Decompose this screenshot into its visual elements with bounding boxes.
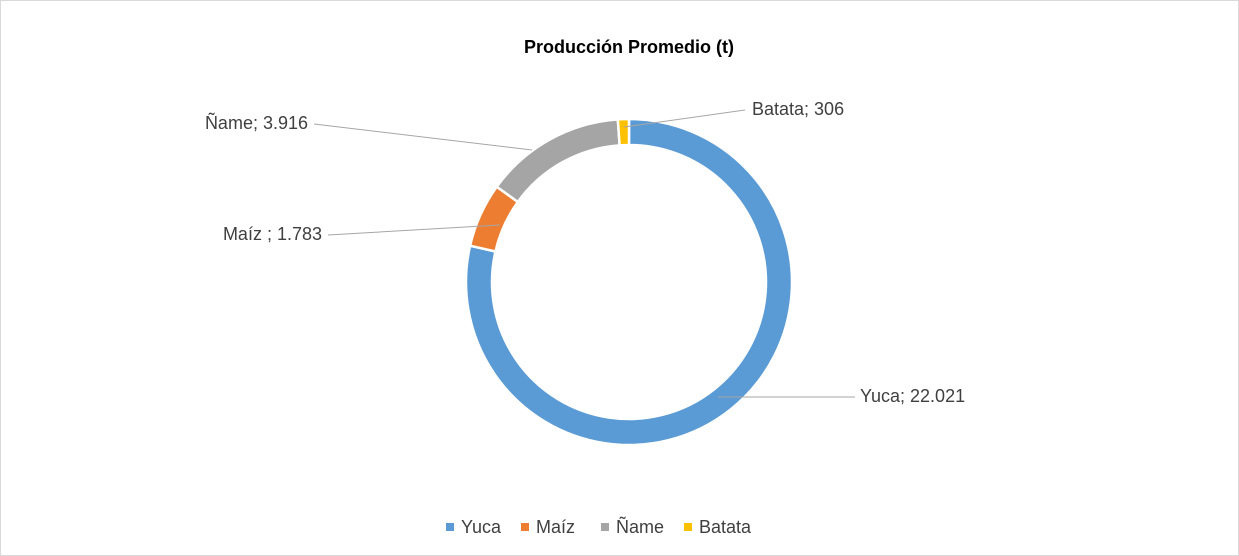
leader-line (313, 123, 533, 151)
leader-line (623, 109, 746, 128)
donut-slice (616, 117, 631, 147)
data-label: Batata; 306 (752, 99, 844, 119)
donut-slice (464, 117, 794, 447)
data-label: Ñame; 3.916 (205, 112, 308, 133)
legend-label: Maíz (536, 517, 575, 537)
data-label: Yuca; 22.021 (860, 386, 965, 406)
legend-label: Ñame (616, 516, 664, 537)
legend-label: Batata (699, 517, 752, 537)
leader-line (327, 224, 501, 236)
legend-label: Yuca (461, 517, 502, 537)
legend-swatch (521, 523, 529, 531)
chart-title: Producción Promedio (t) (524, 37, 734, 57)
legend-swatch (446, 523, 454, 531)
legend-swatch (601, 523, 609, 531)
data-label: Maíz ; 1.783 (223, 224, 322, 244)
legend-swatch (684, 523, 692, 531)
